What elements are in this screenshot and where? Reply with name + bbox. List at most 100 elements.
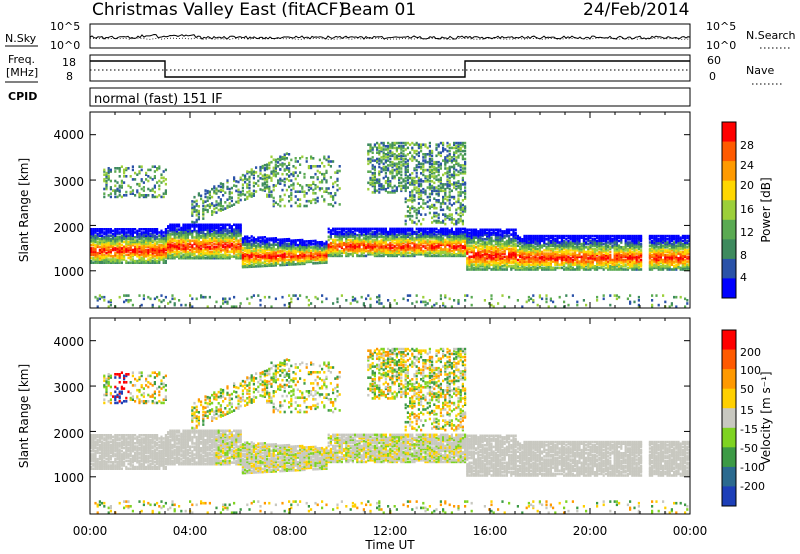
power-cell [283, 252, 286, 255]
power-cell [134, 245, 137, 249]
power-cell [171, 250, 174, 254]
power-cell [204, 233, 207, 236]
power-cell [395, 141, 398, 145]
power-cell [494, 255, 497, 259]
power-cell [305, 184, 308, 187]
power-cell [184, 253, 187, 257]
power-cell [123, 232, 126, 236]
power-cell [299, 254, 302, 258]
power-cell [488, 250, 491, 254]
power-cell [263, 264, 266, 268]
power-cell [226, 302, 229, 305]
power-cell [384, 253, 387, 256]
power-cell [158, 240, 161, 244]
power-cell [107, 305, 110, 308]
power-cell [206, 229, 209, 233]
power-cell [149, 176, 152, 180]
power-cell [332, 248, 335, 251]
power-cell [387, 248, 390, 251]
power-cell [211, 202, 214, 205]
power-cell [404, 186, 407, 189]
power-cell [312, 255, 315, 259]
power-cell [292, 242, 295, 245]
power-cell [455, 200, 458, 204]
power-cell [230, 248, 233, 252]
power-cell [426, 243, 429, 247]
power-cell [149, 168, 152, 172]
power-cell [237, 201, 240, 204]
power-cell [127, 243, 130, 247]
power-cell [171, 239, 174, 242]
power-cell [499, 252, 502, 255]
power-cell [228, 197, 231, 200]
power-cell [310, 243, 313, 246]
power-cell [382, 141, 385, 145]
power-cell [156, 247, 159, 250]
power-cell [151, 248, 154, 252]
power-cell [334, 241, 337, 245]
power-cell [145, 228, 148, 231]
power-cell [442, 233, 445, 237]
power-cell [406, 181, 409, 185]
power-cell [433, 211, 436, 215]
power-cell [195, 239, 198, 242]
power-cell [90, 251, 93, 255]
power-cell [281, 258, 284, 262]
nave-tick-top: 60 [707, 54, 721, 67]
power-cell [382, 167, 385, 170]
power-cell [503, 242, 506, 246]
power-cell [459, 187, 462, 191]
power-cell [279, 241, 282, 245]
power-cell [424, 246, 427, 250]
power-cell [444, 246, 447, 250]
power-cell [479, 261, 482, 265]
power-cell [147, 245, 150, 249]
power-cell [197, 231, 200, 234]
power-cell [160, 181, 163, 184]
power-cell [307, 246, 310, 249]
power-cell [211, 195, 214, 199]
power-cell [446, 232, 449, 235]
power-cell [149, 261, 152, 264]
power-cell [193, 223, 196, 227]
power-cell [208, 252, 211, 255]
power-cell [382, 184, 385, 188]
power-cell [448, 191, 451, 194]
power-cell [402, 235, 405, 239]
power-cell [219, 209, 222, 212]
power-cell [235, 200, 238, 204]
power-cell [360, 253, 363, 256]
power-cell [384, 240, 387, 243]
power-cell [191, 256, 194, 260]
power-cell [411, 246, 414, 250]
power-cell [224, 300, 227, 304]
power-cell [402, 186, 405, 189]
power-cell [283, 254, 286, 257]
power-cell [329, 246, 332, 250]
power-cell [382, 168, 385, 172]
power-cell [131, 239, 134, 242]
power-cell [241, 178, 244, 182]
power-cell [417, 165, 420, 169]
power-cell [354, 299, 357, 302]
power-cell [138, 184, 141, 188]
power-cell [466, 249, 469, 252]
power-cell [138, 242, 141, 245]
power-cell [180, 236, 183, 239]
power-cell [164, 245, 167, 249]
power-cell [241, 251, 244, 255]
power-cell [292, 253, 295, 257]
power-cell [395, 249, 398, 253]
power-cell [164, 168, 167, 172]
power-cell [332, 198, 335, 201]
power-cell [376, 251, 379, 254]
power-cell [422, 251, 425, 254]
power-cell [145, 237, 148, 241]
power-cell [424, 229, 427, 232]
power-cell [367, 230, 370, 234]
power-cell [215, 229, 218, 233]
power-cell [371, 151, 374, 154]
power-cell [475, 257, 478, 260]
power-cell [402, 164, 405, 167]
power-cell [393, 157, 396, 161]
